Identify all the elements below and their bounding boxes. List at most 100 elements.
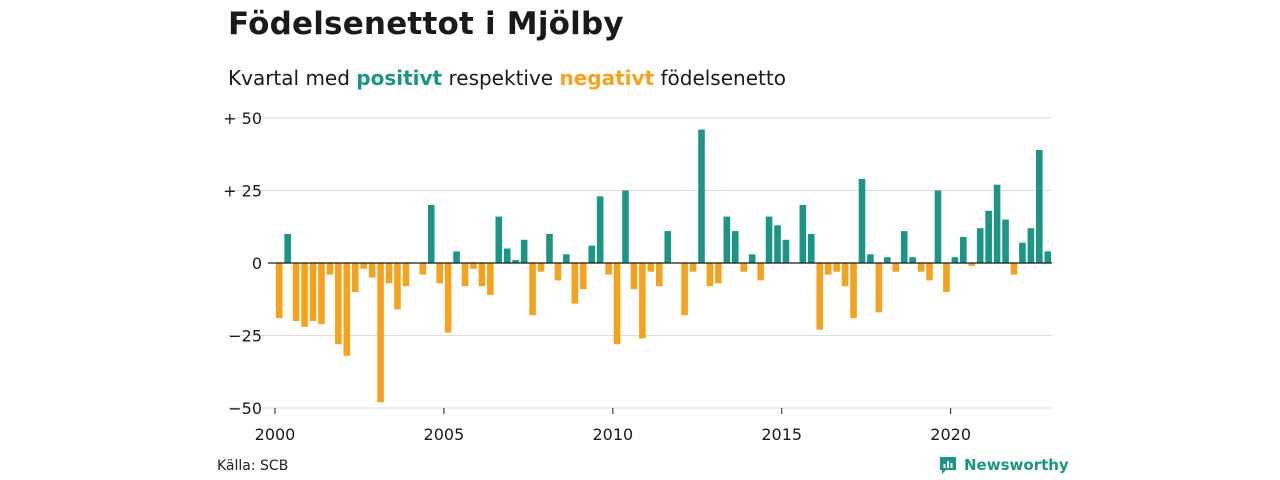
bar [985, 210, 992, 263]
chart-title: Födelsenettot i Mjölby [228, 6, 624, 42]
subtitle-positive-word: positivt [356, 66, 443, 90]
bar [740, 263, 748, 272]
y-tick-label: −25 [228, 327, 262, 346]
bar [529, 263, 536, 316]
bar [993, 184, 1001, 263]
bar [563, 254, 570, 263]
bar [943, 263, 950, 292]
bar [309, 263, 317, 321]
bar [833, 263, 840, 272]
bar [275, 263, 283, 319]
x-tick-label: 2000 [255, 425, 296, 444]
bar [900, 231, 908, 263]
bar [284, 234, 291, 263]
bar [748, 254, 756, 263]
subtitle-negative-word: negativt [559, 66, 655, 90]
bar [1036, 149, 1043, 263]
bar [622, 190, 629, 263]
subtitle-middle: respektive [442, 66, 560, 90]
bar [774, 225, 781, 263]
subtitle-prefix: Kvartal med [228, 66, 357, 90]
bar [546, 234, 553, 263]
bar [884, 257, 891, 263]
brand-logo[interactable]: Newsworthy [938, 455, 1069, 475]
y-tick-label: + 25 [223, 182, 262, 201]
bar [681, 263, 688, 316]
bar [782, 239, 790, 263]
bar [427, 205, 435, 263]
x-tick-label: 2005 [424, 425, 465, 444]
bar [816, 263, 824, 330]
y-tick-label: −50 [228, 399, 262, 418]
bar [824, 263, 832, 275]
bar [444, 263, 452, 333]
bar [503, 248, 511, 263]
bar [934, 190, 942, 263]
bar [402, 263, 410, 287]
bar [841, 263, 849, 287]
bar [647, 263, 655, 272]
bar [917, 263, 925, 272]
bar [706, 263, 714, 287]
bar [318, 263, 325, 324]
bar [689, 263, 697, 272]
bar [301, 263, 308, 327]
bar [655, 263, 663, 287]
bar [394, 263, 401, 310]
bar [419, 263, 427, 275]
bar [867, 254, 874, 263]
bar [292, 263, 300, 321]
bar [858, 178, 866, 263]
bar [470, 263, 477, 269]
bar [377, 263, 384, 403]
bar [1010, 263, 1018, 275]
bar [487, 263, 494, 295]
bar [799, 205, 807, 263]
bar [343, 263, 351, 356]
bar [1027, 228, 1035, 263]
x-tick-label: 2010 [592, 425, 633, 444]
bar [326, 263, 334, 275]
bar [875, 263, 883, 313]
bar [537, 263, 545, 272]
bar [588, 245, 596, 263]
bar [850, 263, 857, 319]
bar [478, 263, 486, 287]
bar [698, 129, 705, 263]
bar [368, 263, 376, 278]
bar [360, 263, 367, 269]
bar [976, 228, 984, 263]
bar [715, 263, 722, 284]
x-tick-label: 2015 [761, 425, 802, 444]
bar [1019, 242, 1026, 263]
bar [579, 263, 587, 290]
bar [757, 263, 764, 281]
chart-subtitle: Kvartal med positivt respektive negativt… [228, 66, 786, 90]
bar [461, 263, 469, 287]
bar [613, 263, 621, 345]
bar [495, 216, 503, 263]
bar [436, 263, 443, 284]
bar [596, 196, 604, 263]
bar [723, 216, 731, 263]
brand-name: Newsworthy [964, 456, 1069, 474]
bar [926, 263, 933, 281]
y-tick-label: 0 [252, 254, 262, 273]
bar [909, 257, 916, 263]
bar [892, 263, 900, 272]
bar [554, 263, 562, 281]
bar [512, 260, 519, 263]
newsworthy-logo-icon [940, 457, 956, 474]
bar [960, 236, 967, 263]
bar [951, 257, 959, 263]
source-label: Källa: SCB [217, 458, 289, 474]
bar [731, 231, 739, 263]
bar [765, 216, 773, 263]
bar [630, 263, 638, 290]
bar [1044, 251, 1052, 263]
bar [968, 263, 976, 266]
y-tick-label: + 50 [223, 109, 262, 128]
bar [520, 239, 528, 263]
bar [571, 263, 579, 304]
